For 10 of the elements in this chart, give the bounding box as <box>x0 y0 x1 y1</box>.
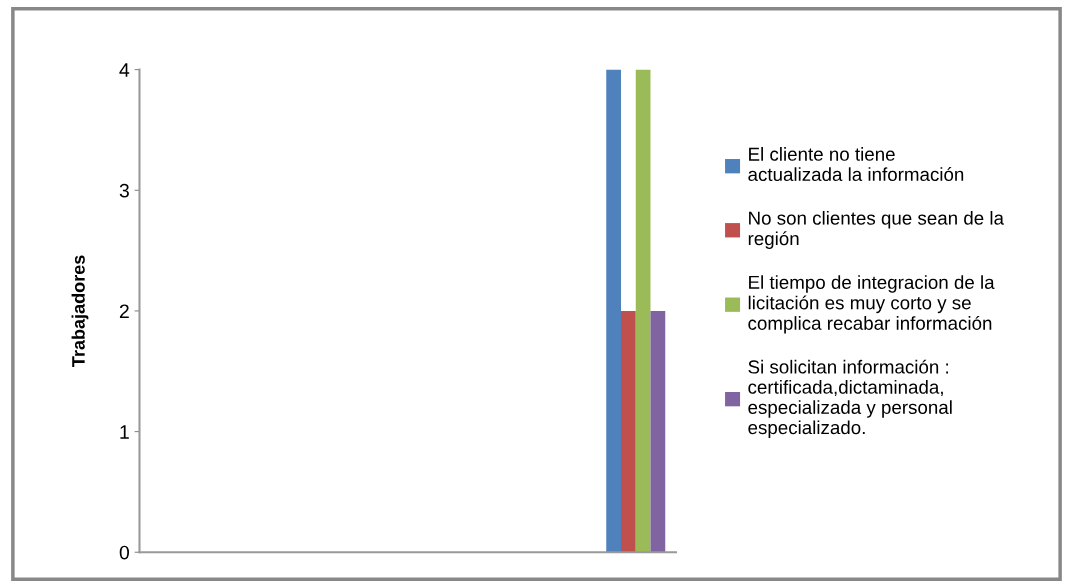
y-tick-label: 1 <box>120 425 129 439</box>
y-tick-label: 2 <box>119 304 129 318</box>
legend-label: No son clientes que sean de la región <box>748 211 1004 249</box>
y-tick-label: 4 <box>119 63 130 77</box>
y-axis-title: Trabajadores <box>71 255 89 367</box>
legend-label: Si solicitan información : certificada,dictaminada, especializada y personal especializado. <box>748 359 952 438</box>
y-tick-label: 3 <box>119 183 129 198</box>
legend-label: El tiempo de integracion de la licitación es muy corto y se complica recabar información <box>748 275 995 334</box>
y-tick-label: 0 <box>119 545 130 560</box>
legend-label: El cliente no tiene actualizada la información <box>748 147 964 182</box>
